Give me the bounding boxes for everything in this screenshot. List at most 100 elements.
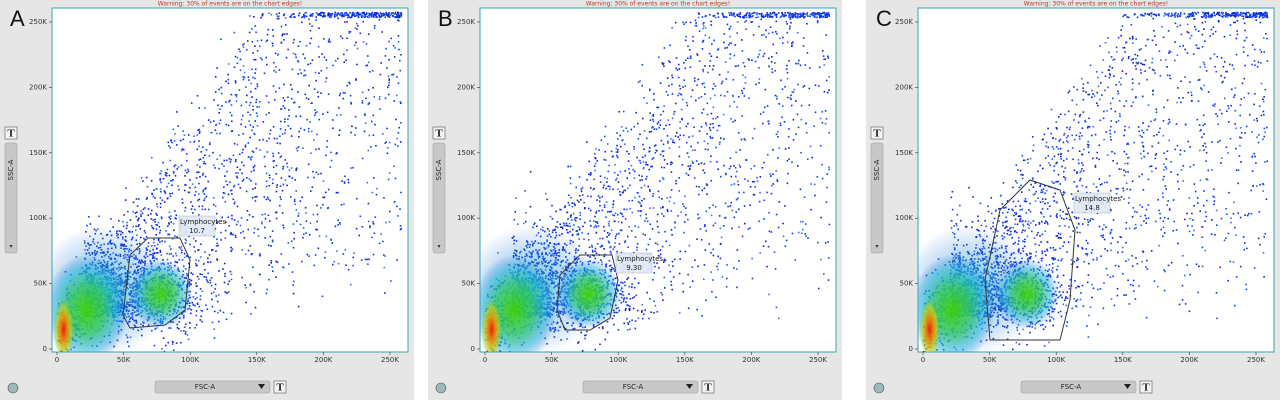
event-dot bbox=[360, 15, 363, 18]
event-dot bbox=[774, 69, 776, 72]
event-dot bbox=[166, 197, 169, 200]
event-dot bbox=[751, 137, 754, 140]
event-dot bbox=[227, 283, 229, 285]
event-dot bbox=[298, 136, 300, 138]
event-dot bbox=[373, 232, 376, 235]
event-dot bbox=[213, 120, 215, 122]
event-dot bbox=[261, 221, 263, 223]
t-button[interactable] bbox=[4, 126, 18, 140]
event-dot bbox=[623, 298, 625, 301]
x-param-select[interactable] bbox=[154, 380, 271, 394]
event-dot bbox=[624, 170, 626, 172]
y-param-select[interactable] bbox=[4, 142, 18, 254]
event-dot bbox=[266, 151, 269, 153]
event-dot bbox=[626, 304, 628, 306]
event-dot bbox=[671, 288, 673, 291]
event-dot bbox=[613, 172, 616, 174]
event-dot bbox=[279, 196, 282, 198]
event-dot bbox=[239, 50, 241, 53]
event-dot bbox=[156, 243, 159, 246]
event-dot bbox=[198, 140, 200, 142]
event-dot bbox=[252, 151, 255, 153]
event-dot bbox=[636, 156, 638, 159]
event-dot bbox=[779, 16, 781, 19]
event-dot bbox=[328, 39, 330, 42]
event-dot bbox=[152, 241, 155, 244]
event-dot bbox=[613, 323, 615, 326]
event-dot bbox=[217, 244, 219, 247]
event-dot bbox=[346, 14, 349, 16]
event-dot bbox=[723, 95, 726, 97]
event-dot bbox=[578, 229, 581, 231]
event-dot bbox=[700, 95, 703, 98]
event-dot bbox=[764, 15, 767, 17]
event-dot bbox=[170, 248, 172, 250]
event-dot bbox=[180, 341, 182, 344]
event-dot bbox=[281, 189, 284, 192]
event-dot bbox=[383, 266, 386, 269]
event-dot bbox=[187, 338, 190, 341]
event-dot bbox=[728, 167, 731, 170]
event-dot bbox=[744, 14, 746, 17]
event-dot bbox=[135, 215, 138, 218]
event-dot bbox=[172, 349, 175, 351]
event-dot bbox=[204, 154, 206, 157]
event-dot bbox=[705, 210, 708, 213]
event-dot bbox=[677, 94, 679, 97]
event-dot bbox=[225, 318, 228, 321]
event-dot bbox=[348, 30, 351, 33]
event-dot bbox=[197, 200, 199, 202]
event-dot bbox=[245, 301, 247, 304]
event-dot bbox=[675, 182, 677, 185]
event-dot bbox=[195, 259, 197, 262]
event-dot bbox=[235, 236, 237, 238]
event-dot bbox=[567, 165, 569, 168]
settings-icon[interactable] bbox=[7, 382, 19, 394]
t-button[interactable] bbox=[273, 380, 287, 394]
panel-letter: A bbox=[10, 6, 25, 31]
event-dot bbox=[209, 261, 212, 263]
event-dot bbox=[616, 250, 618, 253]
event-dot bbox=[608, 220, 611, 223]
event-dot bbox=[797, 165, 799, 167]
event-dot bbox=[168, 222, 170, 224]
event-dot bbox=[643, 166, 645, 169]
event-dot bbox=[169, 146, 171, 149]
event-dot bbox=[160, 217, 163, 220]
event-dot bbox=[234, 81, 237, 84]
event-dot bbox=[158, 226, 161, 228]
event-dot bbox=[217, 294, 220, 296]
event-dot bbox=[649, 298, 651, 300]
event-dot bbox=[212, 197, 215, 199]
event-dot bbox=[657, 254, 660, 257]
event-dot bbox=[198, 182, 200, 185]
event-dot bbox=[368, 71, 371, 73]
event-dot bbox=[207, 208, 210, 211]
event-dot bbox=[204, 208, 206, 211]
event-dot bbox=[143, 230, 146, 232]
event-dot bbox=[683, 231, 685, 234]
event-dot bbox=[215, 295, 217, 297]
event-dot bbox=[132, 201, 135, 204]
event-dot bbox=[326, 67, 328, 69]
event-dot bbox=[364, 14, 367, 16]
event-dot bbox=[340, 114, 342, 116]
event-dot bbox=[248, 178, 251, 180]
event-dot bbox=[173, 165, 176, 168]
event-dot bbox=[181, 198, 184, 200]
event-dot bbox=[271, 42, 274, 45]
event-dot bbox=[668, 123, 671, 126]
event-dot bbox=[772, 149, 774, 151]
event-dot bbox=[799, 188, 802, 191]
event-dot bbox=[239, 58, 242, 61]
event-dot bbox=[321, 53, 323, 55]
event-dot bbox=[644, 234, 646, 236]
event-dot bbox=[309, 121, 311, 123]
event-dot bbox=[201, 290, 204, 293]
event-dot bbox=[254, 45, 256, 47]
event-dot bbox=[254, 164, 256, 167]
event-dot bbox=[298, 14, 300, 17]
event-dot bbox=[675, 67, 677, 70]
event-dot bbox=[184, 238, 187, 241]
